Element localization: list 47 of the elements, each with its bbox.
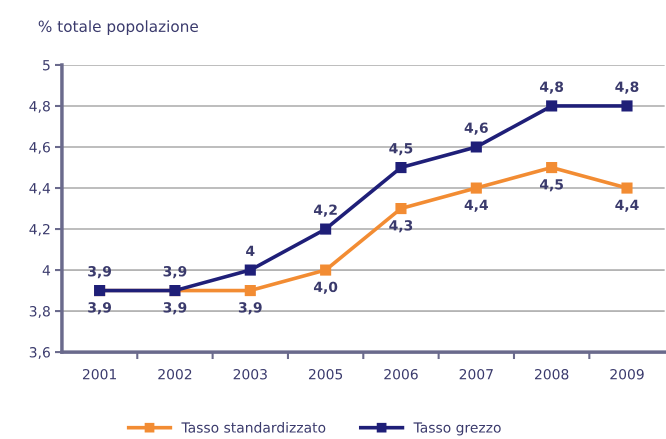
data-label: 4,6 <box>464 122 488 135</box>
data-label: 3,9 <box>164 266 186 278</box>
legend-label: Tasso standardizzato <box>181 422 326 433</box>
data-label: 4,2 <box>314 204 337 217</box>
point <box>621 182 633 194</box>
x-tick-label: 2002 <box>158 368 192 380</box>
data-label: 4,5 <box>540 179 563 192</box>
data-label: 4,8 <box>540 81 564 94</box>
point <box>470 182 482 194</box>
legend-label: Tasso grezzo <box>414 422 501 436</box>
y-tick-label: 5 <box>43 60 50 70</box>
data-label: 4 <box>246 246 254 256</box>
point <box>395 202 407 214</box>
data-label: 4,4 <box>464 200 488 212</box>
point <box>244 264 256 276</box>
x-tick-label: 2008 <box>535 368 568 380</box>
data-label: 4,3 <box>389 220 412 232</box>
data-label: 3,9 <box>88 266 112 278</box>
point <box>244 285 256 296</box>
data-label: 3,9 <box>164 302 186 314</box>
y-tick-label: 3,8 <box>30 306 50 318</box>
point <box>395 162 407 174</box>
point <box>320 223 332 235</box>
x-tick-label: 2006 <box>384 368 418 380</box>
data-label: 4,5 <box>389 143 412 156</box>
data-label: 4,0 <box>314 282 338 294</box>
y-tick-label: 4,6 <box>29 142 50 154</box>
point <box>546 162 558 174</box>
data-label: 4,4 <box>615 200 639 212</box>
x-tick-label: 2001 <box>82 368 116 380</box>
point <box>546 100 558 112</box>
point <box>470 141 482 153</box>
x-tick-label: 2005 <box>308 368 342 380</box>
y-tick-label: 4,8 <box>29 100 50 113</box>
y-tick-label: 4,4 <box>29 183 50 195</box>
point <box>621 100 633 112</box>
point <box>320 264 332 276</box>
x-tick-label: 2007 <box>460 368 493 380</box>
y-tick-label: 4,2 <box>29 224 50 236</box>
x-tick-label: 2003 <box>234 368 267 380</box>
x-tick-label: 2009 <box>610 368 644 380</box>
data-label: 4,8 <box>615 81 638 94</box>
y-tick-label: 3,6 <box>30 347 50 359</box>
y-axis-title: % totale popolazione <box>38 20 198 36</box>
data-label: 3,9 <box>238 302 262 314</box>
y-tick-label: 4 <box>42 265 50 276</box>
data-label: 3,9 <box>88 302 112 314</box>
